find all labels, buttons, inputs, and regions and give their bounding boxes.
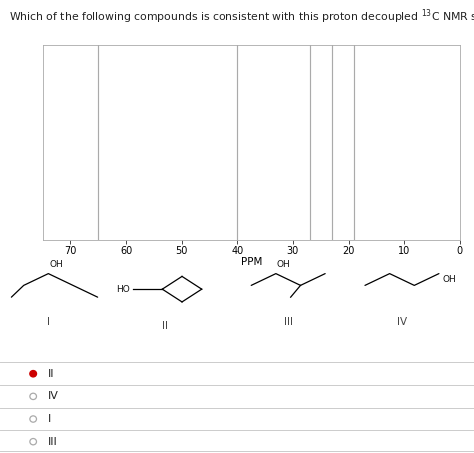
Text: Which of the following compounds is consistent with this proton decoupled $^{13}: Which of the following compounds is cons… xyxy=(9,7,474,26)
X-axis label: PPM: PPM xyxy=(240,257,262,267)
Text: III: III xyxy=(284,317,292,327)
Text: I: I xyxy=(47,414,51,424)
Text: OH: OH xyxy=(443,275,456,284)
Text: II: II xyxy=(162,321,168,331)
Text: HO: HO xyxy=(117,284,130,294)
Text: II: II xyxy=(47,369,54,379)
Text: IV: IV xyxy=(397,317,407,327)
Text: OH: OH xyxy=(277,260,291,269)
Text: III: III xyxy=(47,437,57,447)
Text: I: I xyxy=(47,317,50,327)
Text: IV: IV xyxy=(47,391,58,401)
Text: OH: OH xyxy=(49,260,63,269)
